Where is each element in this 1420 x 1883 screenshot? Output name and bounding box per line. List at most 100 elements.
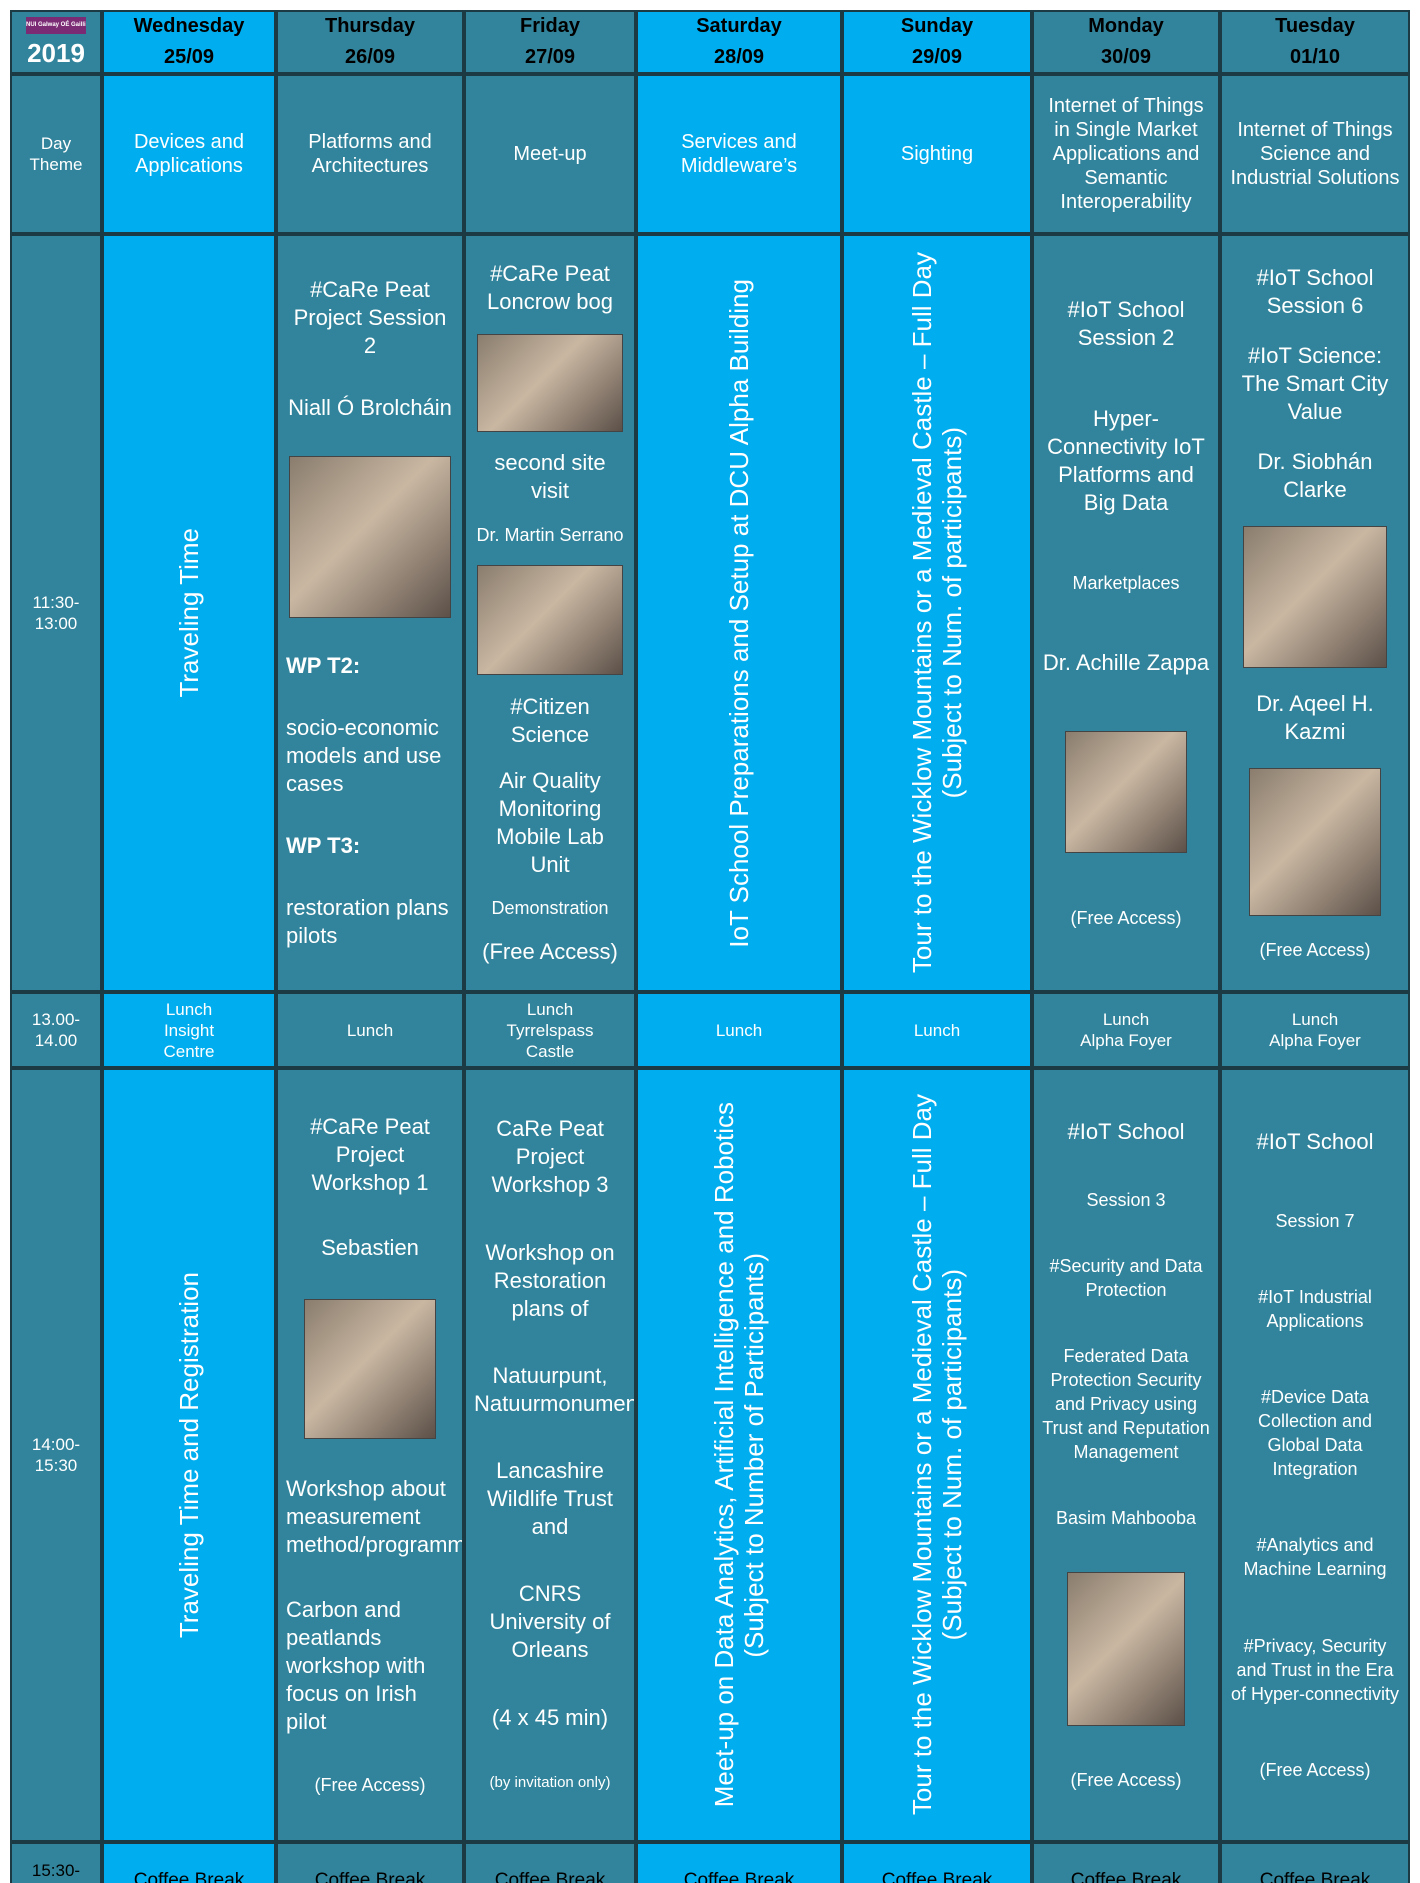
time-cell: Day Theme [10, 74, 102, 234]
cell-text: Lunch [913, 1020, 961, 1040]
cell-text: Marketplaces [1072, 573, 1180, 594]
cell-text: Sebastien [321, 1234, 419, 1260]
session-cell: Meet-up [464, 74, 636, 234]
cell-text: Internet of Things in Single Market Appl… [1048, 95, 1204, 213]
session-cell: Lunch Alpha Foyer [1032, 992, 1220, 1068]
time-cell: 11:30-13:00 [10, 234, 102, 992]
day-header: Thursday 26/09 [276, 10, 464, 74]
cell-text: Centre [163, 1041, 215, 1061]
session-cell: #CaRe Peat Loncrow bog second site visit D… [464, 234, 636, 992]
cell-text: #IoT School [1256, 1129, 1374, 1155]
day-date: 25/09 [163, 46, 215, 68]
session-cell: Services and Middleware’s [636, 74, 842, 234]
day-header: Friday 27/09 [464, 10, 636, 74]
session-cell: CaRe Peat Project Workshop 3 Workshop on … [464, 1068, 636, 1842]
day-date: 26/09 [344, 46, 396, 68]
cell-text: Hyper-Connectivity IoT Platforms and Big… [1047, 406, 1205, 516]
cell-text: #Security and Data Protection [1049, 1256, 1203, 1300]
header-corner: NUI Galway OÉ Gaillimh 2019 [10, 10, 102, 74]
cell-text: (by invitation only) [489, 1773, 611, 1791]
session-cell: Traveling Time and Registration [102, 1068, 276, 1842]
cell-text: (Subject to Num. of participants) [937, 427, 967, 799]
photo [477, 564, 623, 675]
logo: NUI Galway OÉ Gaillimh [26, 17, 86, 34]
cell-text: Traveling Time [174, 528, 204, 698]
session-cell: Tour to the Wicklow Mountains or a Medie… [842, 234, 1032, 992]
session-cell: Internet of Things Science and Industria… [1220, 74, 1410, 234]
day-name: Wednesday [133, 15, 245, 37]
session-cell: Sighting [842, 74, 1032, 234]
cell-text: (Subject to Number of Participants) [739, 1252, 769, 1658]
cell-text: WP T3: [286, 833, 361, 858]
photo [1067, 1572, 1185, 1726]
cell-text: #CaRe Peat Loncrow bog [487, 260, 613, 314]
cell-text: Coffee Break [133, 1870, 245, 1883]
session-cell: Coffee Break [636, 1842, 842, 1883]
day-name: Sunday [900, 15, 974, 37]
session-cell: Devices and Applications [102, 74, 276, 234]
cell-text: (Free Access) [1070, 1770, 1182, 1790]
cell-text: Dr. Aqeel H. Kazmi [1256, 691, 1374, 744]
session-cell: #IoT School Session 7 #IoT Industrial Appl… [1220, 1068, 1410, 1842]
cell-text: Castle [525, 1041, 575, 1061]
time-cell: 14:00-15:30 [10, 1068, 102, 1842]
cell-text: Lunch [346, 1020, 394, 1040]
cell-text: restoration plans pilots [286, 895, 449, 948]
cell-text: Insight [163, 1020, 215, 1040]
day-name: Tuesday [1275, 15, 1355, 37]
cell-text: Meet-up on Data Analytics, Artificial In… [709, 1102, 739, 1808]
photo [289, 456, 451, 618]
session-cell: Lunch Alpha Foyer [1220, 992, 1410, 1068]
cell-text: Coffee Break [1259, 1870, 1371, 1883]
cell-text: IoT School Preparations and Setup at DCU… [724, 278, 754, 948]
session-cell: Lunch [842, 992, 1032, 1068]
cell-text: Coffee Break [494, 1870, 606, 1883]
cell-text: Workshop about measurement method/progra… [286, 1476, 464, 1558]
session-cell: Tour to the Wicklow Mountains or a Medie… [842, 1068, 1032, 1842]
cell-text: #IoT Science: The Smart City Value [1241, 343, 1389, 424]
day-name: Friday [519, 15, 581, 37]
cell-text: #Device Data Collection and Global Data … [1257, 1387, 1373, 1479]
session-cell: #IoT School Session 6 #IoT Science: The S… [1220, 234, 1410, 992]
cell-text: Internet of Things Science and Industria… [1230, 119, 1400, 189]
time-label: 15:30-16:00 [31, 1861, 81, 1883]
time-cell: 13.00-14.00 [10, 992, 102, 1068]
cell-text: Devices and Applications [133, 131, 245, 177]
session-cell: Lunch [636, 992, 842, 1068]
cell-text: Natuurpunt, Natuurmonumenten, [474, 1362, 634, 1416]
photo [1249, 768, 1381, 916]
session-cell: Coffee Break [276, 1842, 464, 1883]
photo [304, 1298, 436, 1439]
time-label: 11:30-13:00 [32, 593, 80, 633]
time-label: 13.00-14.00 [31, 1010, 81, 1050]
cell-text: Federated Data Protection Security and P… [1042, 1346, 1210, 1462]
cell-text: Meet-up [513, 143, 587, 165]
day-date: 01/10 [1289, 46, 1341, 68]
cell-text: Alpha Foyer [1080, 1031, 1172, 1050]
cell-text: Session 7 [1275, 1210, 1355, 1231]
session-cell: Coffee Break [1032, 1842, 1220, 1883]
day-header: Monday 30/09 [1032, 10, 1220, 74]
cell-text: Platforms and Architectures [308, 131, 432, 177]
cell-text: Demonstration [491, 898, 609, 919]
cell-text: CNRS University of Orleans [489, 1581, 611, 1663]
cell-text: #CaRe Peat Project Workshop 1 [310, 1113, 430, 1195]
cell-text: #CaRe Peat Project Session 2 [293, 277, 447, 358]
cell-text: socio-economic models and use cases [286, 715, 442, 796]
day-date: 28/09 [713, 46, 765, 68]
day-name: Saturday [696, 15, 782, 37]
session-cell: #IoT School Session 2 Hyper-Connectivity … [1032, 234, 1220, 992]
cell-text: (Free Access) [482, 939, 618, 965]
time-label: Day Theme [29, 134, 83, 174]
session-cell: #CaRe Peat Project Session 2 Niall Ó Brol… [276, 234, 464, 992]
cell-text: Basim Mahbooba [1055, 1508, 1197, 1528]
cell-text: (Subject to Num. of participants) [937, 1269, 967, 1641]
time-cell: 15:30-16:00 [10, 1842, 102, 1883]
cell-text: (Free Access) [314, 1775, 426, 1796]
photo [477, 333, 623, 432]
day-header: Saturday 28/09 [636, 10, 842, 74]
photo [1243, 526, 1387, 668]
cell-text: #IoT Industrial Applications [1258, 1286, 1372, 1331]
cell-text: Coffee Break [683, 1870, 795, 1883]
session-cell: Coffee Break [1220, 1842, 1410, 1883]
